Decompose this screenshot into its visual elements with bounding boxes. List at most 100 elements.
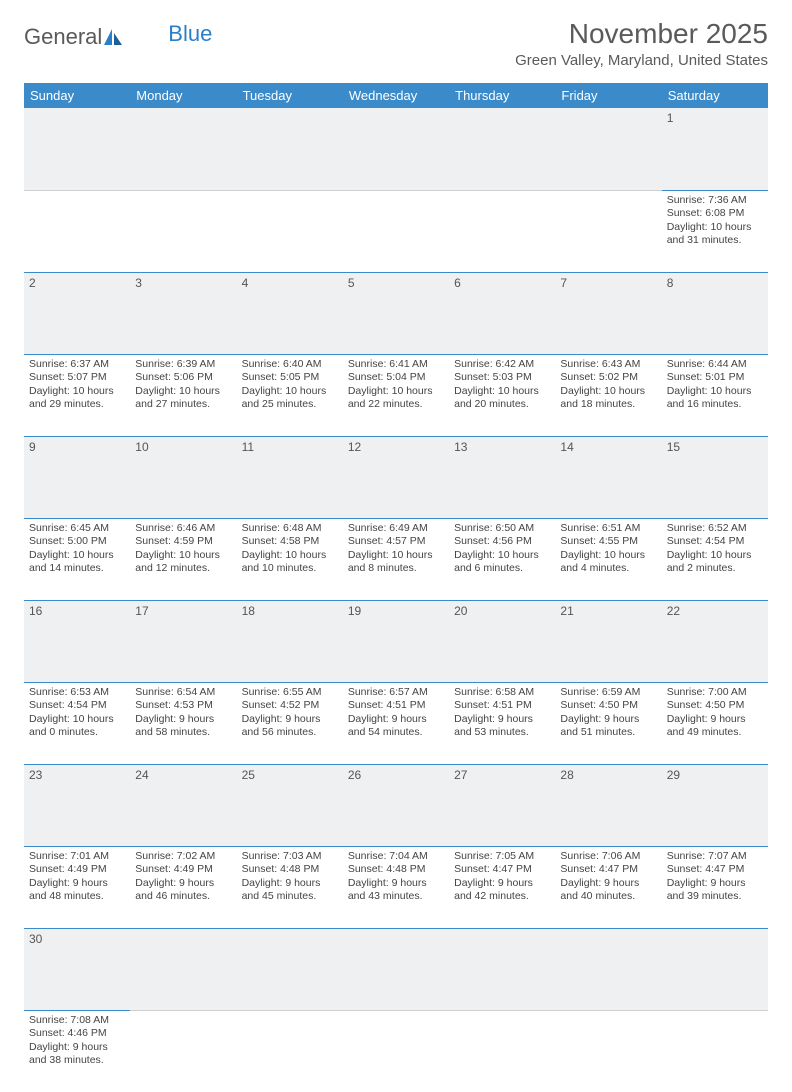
sunrise-text: Sunrise: 6:39 AM [135,358,231,372]
sunset-text: Sunset: 4:56 PM [454,535,550,549]
day-info-cell: Sunrise: 6:41 AMSunset: 5:04 PMDaylight:… [343,354,449,436]
daylight-text: Daylight: 10 hours [135,385,231,399]
daylight-text: Daylight: 9 hours [454,713,550,727]
day-info-cell: Sunrise: 6:51 AMSunset: 4:55 PMDaylight:… [555,518,661,600]
day-info-cell [449,1010,555,1092]
day-number: 19 [348,604,361,618]
daylight-text: and 16 minutes. [667,398,763,412]
day-number: 3 [135,276,142,290]
day-info-cell: Sunrise: 7:02 AMSunset: 4:49 PMDaylight:… [130,846,236,928]
day-number: 14 [560,440,573,454]
day-info-cell [555,190,661,272]
day-number-cell: 11 [237,436,343,518]
day-info-cell: Sunrise: 6:52 AMSunset: 4:54 PMDaylight:… [662,518,768,600]
day-number-cell: 22 [662,600,768,682]
day-number: 22 [667,604,680,618]
sunrise-text: Sunrise: 7:03 AM [242,850,338,864]
sunset-text: Sunset: 4:54 PM [667,535,763,549]
daylight-text: Daylight: 10 hours [667,549,763,563]
day-number: 12 [348,440,361,454]
daylight-text: and 42 minutes. [454,890,550,904]
day-number-cell: 6 [449,272,555,354]
sunrise-text: Sunrise: 6:41 AM [348,358,444,372]
day-number-cell [343,928,449,1010]
day-info-cell: Sunrise: 6:43 AMSunset: 5:02 PMDaylight:… [555,354,661,436]
daylight-text: and 22 minutes. [348,398,444,412]
daylight-text: and 53 minutes. [454,726,550,740]
day-number-cell: 27 [449,764,555,846]
day-number: 7 [560,276,567,290]
sunrise-text: Sunrise: 6:48 AM [242,522,338,536]
day-number-cell: 20 [449,600,555,682]
daylight-text: and 31 minutes. [667,234,763,248]
daylight-text: Daylight: 10 hours [667,385,763,399]
day-info-cell: Sunrise: 7:06 AMSunset: 4:47 PMDaylight:… [555,846,661,928]
daylight-text: and 4 minutes. [560,562,656,576]
day-info-cell: Sunrise: 7:04 AMSunset: 4:48 PMDaylight:… [343,846,449,928]
sunrise-text: Sunrise: 6:42 AM [454,358,550,372]
day-number-cell: 13 [449,436,555,518]
day-info-cell: Sunrise: 6:48 AMSunset: 4:58 PMDaylight:… [237,518,343,600]
daylight-text: Daylight: 10 hours [348,549,444,563]
day-number: 25 [242,768,255,782]
day-number: 18 [242,604,255,618]
day-number-cell: 25 [237,764,343,846]
daylight-text: and 51 minutes. [560,726,656,740]
sunset-text: Sunset: 4:50 PM [667,699,763,713]
sunset-text: Sunset: 4:57 PM [348,535,444,549]
sunrise-text: Sunrise: 6:50 AM [454,522,550,536]
day-number-cell: 23 [24,764,130,846]
day-info-cell [449,190,555,272]
sunrise-text: Sunrise: 6:46 AM [135,522,231,536]
sunset-text: Sunset: 4:50 PM [560,699,656,713]
day-number: 9 [29,440,36,454]
daylight-text: and 20 minutes. [454,398,550,412]
day-info-cell [343,1010,449,1092]
day-info-cell: Sunrise: 6:58 AMSunset: 4:51 PMDaylight:… [449,682,555,764]
daylight-text: Daylight: 10 hours [29,713,125,727]
daylight-text: Daylight: 9 hours [348,713,444,727]
day-number-cell: 14 [555,436,661,518]
daylight-text: Daylight: 9 hours [242,713,338,727]
day-info-cell: Sunrise: 6:49 AMSunset: 4:57 PMDaylight:… [343,518,449,600]
day-number-cell: 30 [24,928,130,1010]
day-info-cell: Sunrise: 6:57 AMSunset: 4:51 PMDaylight:… [343,682,449,764]
day-number-cell [237,928,343,1010]
day-info-cell [662,1010,768,1092]
daylight-text: and 8 minutes. [348,562,444,576]
sunrise-text: Sunrise: 6:54 AM [135,686,231,700]
daylight-text: Daylight: 10 hours [454,549,550,563]
sunset-text: Sunset: 4:51 PM [454,699,550,713]
sunset-text: Sunset: 4:49 PM [29,863,125,877]
daylight-text: and 45 minutes. [242,890,338,904]
day-info-cell: Sunrise: 6:55 AMSunset: 4:52 PMDaylight:… [237,682,343,764]
daylight-text: Daylight: 9 hours [135,713,231,727]
sunrise-text: Sunrise: 7:00 AM [667,686,763,700]
weekday-header: Thursday [449,83,555,108]
sunrise-text: Sunrise: 6:59 AM [560,686,656,700]
sunrise-text: Sunrise: 7:36 AM [667,194,763,208]
day-info-cell: Sunrise: 6:53 AMSunset: 4:54 PMDaylight:… [24,682,130,764]
day-info-cell [130,1010,236,1092]
daylight-text: and 38 minutes. [29,1054,125,1068]
daylight-text: Daylight: 10 hours [29,549,125,563]
daylight-text: and 12 minutes. [135,562,231,576]
day-number-cell: 2 [24,272,130,354]
sunset-text: Sunset: 6:08 PM [667,207,763,221]
sunset-text: Sunset: 5:03 PM [454,371,550,385]
daylight-text: and 0 minutes. [29,726,125,740]
sunrise-text: Sunrise: 7:07 AM [667,850,763,864]
day-number-cell: 9 [24,436,130,518]
sunset-text: Sunset: 4:47 PM [667,863,763,877]
daylight-text: and 48 minutes. [29,890,125,904]
sunset-text: Sunset: 4:51 PM [348,699,444,713]
sunset-text: Sunset: 4:49 PM [135,863,231,877]
day-number: 5 [348,276,355,290]
daynum-row: 16171819202122 [24,600,768,682]
day-number-cell: 24 [130,764,236,846]
sunrise-text: Sunrise: 6:49 AM [348,522,444,536]
info-row: Sunrise: 6:37 AMSunset: 5:07 PMDaylight:… [24,354,768,436]
day-number-cell: 3 [130,272,236,354]
daylight-text: Daylight: 10 hours [454,385,550,399]
day-number: 8 [667,276,674,290]
